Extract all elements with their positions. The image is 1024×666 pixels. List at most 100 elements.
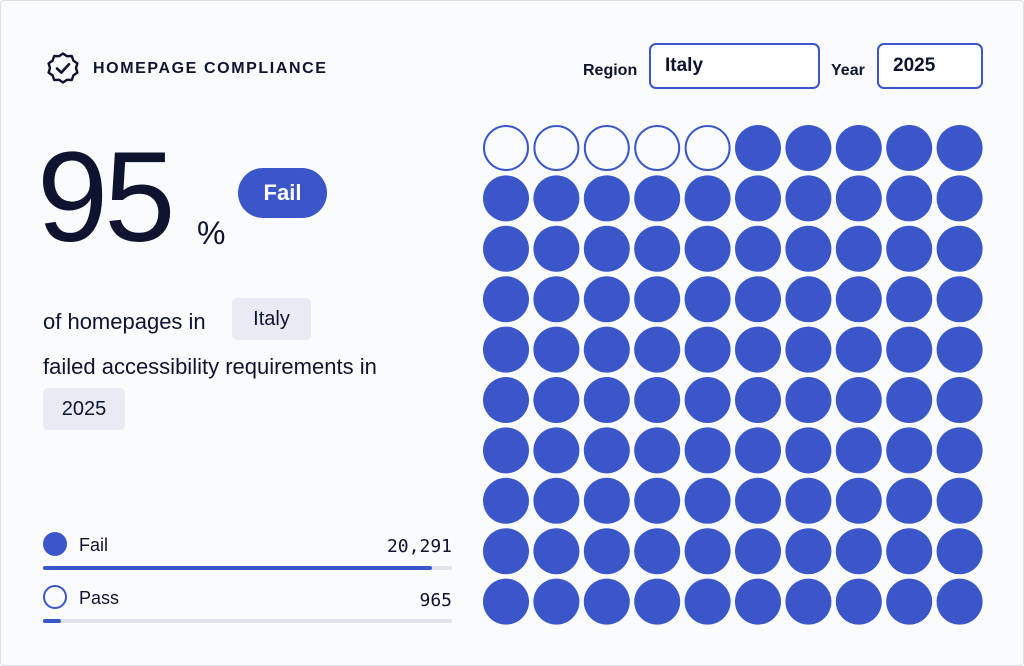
waffle-cell-fail: [835, 175, 882, 222]
waffle-cell-pass: [483, 125, 529, 171]
waffle-cell-fail: [936, 125, 983, 171]
waffle-cell-fail: [634, 175, 681, 222]
waffle-cell-fail: [533, 377, 580, 423]
verdict-badge: Fail: [238, 168, 327, 218]
waffle-cell-fail: [886, 377, 933, 423]
waffle-cell-fail: [684, 276, 731, 323]
waffle-cell-fail: [735, 276, 781, 323]
waffle-cell-fail: [533, 225, 580, 272]
waffle-cell-fail: [634, 225, 681, 272]
waffle-cell-fail: [583, 528, 630, 575]
pass-legend-label: Pass: [79, 588, 120, 608]
summary-line-2: failed accessibility requirements in: [43, 354, 377, 379]
waffle-cell-fail: [835, 125, 882, 171]
waffle-cell-fail: [483, 276, 529, 323]
percent-sign: %: [197, 215, 226, 251]
fail-legend-label: Fail: [79, 535, 109, 555]
region-select-value: Italy: [665, 55, 704, 76]
waffle-cell-fail: [886, 225, 933, 272]
waffle-cell-fail: [583, 578, 630, 625]
waffle-cell-fail: [583, 427, 630, 474]
pass-progress-track: [43, 619, 452, 623]
fail-progress-track: [43, 566, 452, 570]
waffle-cell-fail: [483, 427, 529, 474]
waffle-cell-fail: [886, 175, 933, 222]
percent-value: 95: [37, 126, 175, 269]
waffle-cell-fail: [785, 125, 832, 171]
waffle-cell-fail: [785, 477, 832, 524]
waffle-cell-fail: [835, 276, 882, 323]
waffle-cell-fail: [886, 326, 933, 373]
waffle-cell-fail: [785, 326, 832, 373]
fail-progress-fill: [43, 566, 432, 570]
waffle-cell-fail: [533, 427, 580, 474]
waffle-cell-fail: [835, 477, 882, 524]
waffle-cell-fail: [735, 578, 781, 625]
waffle-cell-fail: [483, 377, 529, 423]
waffle-cell-fail: [634, 377, 681, 423]
waffle-cell-fail: [533, 326, 580, 373]
waffle-cell-fail: [886, 528, 933, 575]
waffle-cell-fail: [533, 175, 580, 222]
waffle-cell-fail: [533, 528, 580, 575]
waffle-cell-fail: [533, 276, 580, 323]
waffle-cell-fail: [886, 125, 933, 171]
badge-check-icon: [47, 52, 79, 84]
waffle-cell-fail: [533, 578, 580, 625]
waffle-cell-fail: [483, 326, 529, 373]
waffle-cell-fail: [684, 377, 731, 423]
waffle-cell-fail: [634, 427, 681, 474]
waffle-cell-fail: [936, 528, 983, 575]
waffle-cell-fail: [583, 225, 630, 272]
year-chip: 2025: [43, 388, 125, 430]
waffle-cell-pass: [533, 125, 580, 171]
waffle-cell-fail: [735, 528, 781, 575]
waffle-cell-fail: [684, 326, 731, 373]
waffle-cell-fail: [583, 477, 630, 524]
waffle-cell-pass: [634, 125, 681, 171]
region-select[interactable]: Italy: [649, 43, 820, 89]
waffle-cell-fail: [886, 477, 933, 524]
waffle-cell-fail: [684, 427, 731, 474]
waffle-cell-fail: [735, 175, 781, 222]
waffle-cell-fail: [936, 276, 983, 323]
year-label: Year: [831, 62, 865, 79]
waffle-cell-fail: [785, 276, 832, 323]
year-select[interactable]: 2025: [877, 43, 983, 89]
waffle-chart: [483, 125, 983, 625]
region-label: Region: [583, 62, 638, 79]
waffle-cell-fail: [684, 578, 731, 625]
waffle-cell-pass: [583, 125, 630, 171]
waffle-cell-fail: [735, 225, 781, 272]
waffle-cell-fail: [936, 377, 983, 423]
waffle-cell-fail: [835, 377, 882, 423]
waffle-cell-fail: [483, 225, 529, 272]
waffle-cell-fail: [785, 578, 832, 625]
waffle-cell-fail: [835, 578, 882, 625]
header: HOMEPAGE COMPLIANCE: [45, 51, 328, 87]
waffle-cell-fail: [483, 175, 529, 222]
waffle-cell-fail: [583, 175, 630, 222]
waffle-cell-fail: [936, 326, 983, 373]
waffle-cell-fail: [735, 377, 781, 423]
waffle-cell-fail: [634, 326, 681, 373]
waffle-cell-fail: [936, 225, 983, 272]
waffle-cell-fail: [583, 377, 630, 423]
waffle-cell-fail: [634, 477, 681, 524]
waffle-cell-fail: [835, 225, 882, 272]
waffle-cell-fail: [684, 175, 731, 222]
waffle-cell-fail: [886, 276, 933, 323]
waffle-cell-fail: [936, 578, 983, 625]
fail-legend-dot: [43, 532, 67, 556]
waffle-cell-fail: [936, 175, 983, 222]
waffle-cell-fail: [684, 528, 731, 575]
pass-count: 965: [419, 590, 452, 611]
waffle-cell-fail: [785, 377, 832, 423]
waffle-cell-fail: [735, 477, 781, 524]
waffle-cell-fail: [785, 225, 832, 272]
region-chip: Italy: [232, 298, 311, 340]
waffle-cell-fail: [785, 427, 832, 474]
waffle-cell-fail: [583, 326, 630, 373]
waffle-cell-fail: [835, 427, 882, 474]
